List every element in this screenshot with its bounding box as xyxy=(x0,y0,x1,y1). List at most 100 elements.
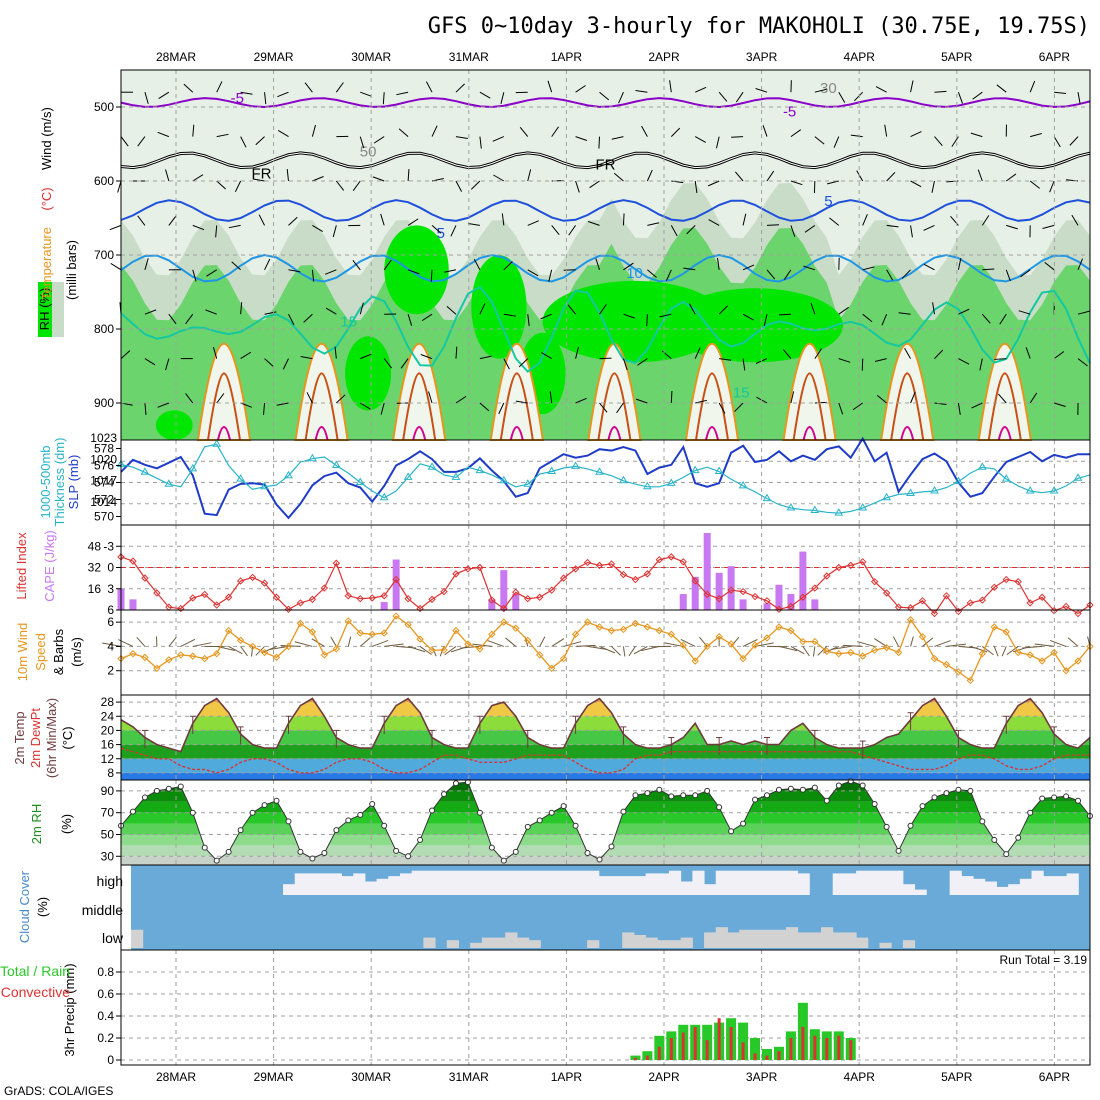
tick-label: 90 xyxy=(101,784,115,798)
wind-barb xyxy=(335,394,346,404)
rh-marker xyxy=(823,797,830,804)
wind-barb xyxy=(1005,269,1011,282)
wind-barb xyxy=(192,269,197,282)
wind-speed-marker xyxy=(260,648,269,657)
lifted-index-marker xyxy=(990,583,999,592)
wind-barb xyxy=(695,86,707,93)
wind-barb xyxy=(599,645,616,654)
top-date-label: 5APR xyxy=(941,50,973,64)
precip-convective-bar xyxy=(633,1057,637,1060)
wind-barb xyxy=(383,358,392,369)
wind-barb xyxy=(910,80,914,93)
tick-label: 0.8 xyxy=(97,965,114,979)
wind-speed-marker xyxy=(177,651,185,659)
wind-speed-marker xyxy=(739,654,747,663)
tick-label: 578 xyxy=(94,442,114,456)
lifted-index-marker xyxy=(512,588,520,596)
temperature-band xyxy=(121,716,1090,731)
wind-barb xyxy=(998,393,1007,404)
thickness-marker xyxy=(882,492,892,501)
cloud-gap-cell xyxy=(704,884,717,895)
wind-barb xyxy=(622,213,625,226)
lifted-index-marker xyxy=(823,572,831,580)
wind-barb xyxy=(360,91,372,97)
wind-barb xyxy=(659,313,672,318)
cloud-gap-cell xyxy=(973,878,986,895)
wind-barb xyxy=(234,180,242,193)
wind-barb xyxy=(766,269,776,280)
wind-barb xyxy=(117,180,122,193)
wind-barb xyxy=(420,354,433,360)
axis-label: Convective xyxy=(1,984,70,1000)
wind-speed-marker xyxy=(332,645,341,653)
wind-barb xyxy=(587,645,607,650)
wind-barb xyxy=(622,358,628,371)
wind-barb xyxy=(946,643,966,647)
wind-barb xyxy=(541,352,552,360)
contour-label: 5 xyxy=(824,193,832,210)
lifted-index-marker xyxy=(595,561,604,570)
lifted-index-marker xyxy=(1074,609,1082,618)
lifted-index-marker xyxy=(236,577,245,585)
wind-barb xyxy=(240,91,253,95)
wind-barb xyxy=(742,358,746,371)
lifted-index-marker xyxy=(320,584,329,592)
wind-barb xyxy=(1029,392,1038,404)
wind-barb xyxy=(383,259,392,271)
hot-isotherm xyxy=(802,426,817,441)
wind-barb xyxy=(814,88,827,93)
wind-barb xyxy=(778,645,798,652)
thickness-marker xyxy=(260,481,269,490)
rh-marker xyxy=(919,803,926,810)
wind-barb xyxy=(264,258,271,271)
wind-speed-marker xyxy=(284,642,293,651)
rh-marker xyxy=(237,827,244,834)
wind-speed-marker xyxy=(129,650,137,658)
temperature-band xyxy=(121,730,1090,745)
wind-barb xyxy=(688,303,696,315)
axis-label: (milli bars) xyxy=(64,240,79,300)
wind-speed-marker xyxy=(452,626,460,635)
cloud-gap-cell xyxy=(879,870,892,895)
wind-barb xyxy=(742,264,755,271)
wind-barb xyxy=(783,269,792,281)
axis-label: Temperature xyxy=(39,227,54,300)
cloud-gap-cell xyxy=(715,870,728,895)
rh-marker xyxy=(740,820,747,827)
wind-speed-marker xyxy=(488,630,496,638)
lifted-index-marker xyxy=(643,570,652,578)
cloud-gap-cell xyxy=(996,886,1009,895)
temperature-line xyxy=(120,697,1091,753)
cloud-gap-cell xyxy=(470,942,483,948)
wind-barb xyxy=(1006,646,1019,656)
wind-barb xyxy=(382,92,385,105)
wind-speed-marker xyxy=(201,654,209,663)
thickness-marker xyxy=(1025,486,1035,494)
bottom-date-label: 4APR xyxy=(844,1070,876,1084)
wind-barb xyxy=(503,313,516,317)
lifted-index-marker xyxy=(727,586,735,594)
cloud-gap-cell xyxy=(645,873,658,895)
cloud-gap-cell xyxy=(318,873,331,895)
lifted-index-marker xyxy=(751,592,759,601)
axis-label: (6hr Min/Max) xyxy=(44,698,59,778)
wind-barb xyxy=(255,136,265,146)
rh-marker xyxy=(189,809,196,816)
precip-convective-bar xyxy=(813,1035,817,1060)
wind-barb xyxy=(886,269,894,281)
wind-speed-marker xyxy=(799,637,807,646)
cape-bar xyxy=(763,603,771,610)
wind-barb xyxy=(500,92,505,104)
axis-label-group: 1000-500mb Thickness (dm) SLP (mb) xyxy=(38,438,81,527)
wind-speed-marker xyxy=(440,646,448,654)
wind-barb xyxy=(669,80,672,93)
precip-convective-bar xyxy=(693,1027,697,1060)
lifted-index-marker xyxy=(882,589,891,597)
wind-barb xyxy=(240,646,248,657)
rh-marker xyxy=(357,811,364,818)
wind-barb xyxy=(838,91,846,103)
rh-panel: 90 70 50 30 2m RH (%) xyxy=(29,778,1093,866)
tick-label: 4 xyxy=(107,639,114,653)
wind-barb xyxy=(460,645,480,649)
wind-speed-marker xyxy=(763,634,771,642)
